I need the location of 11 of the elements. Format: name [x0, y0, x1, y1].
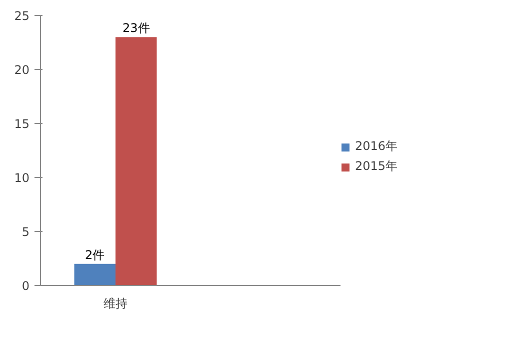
y-tick-label: 20 — [14, 63, 30, 77]
y-tick-label: 0 — [22, 279, 30, 293]
legend-label: 2016年 — [355, 138, 398, 155]
data-label: 23件 — [122, 21, 150, 36]
y-tick-label: 10 — [14, 171, 30, 185]
y-tick-label: 25 — [14, 9, 30, 23]
legend-label: 2015年 — [355, 158, 398, 175]
data-label: 2件 — [85, 248, 105, 262]
x-tick-label: 维持 — [104, 296, 128, 310]
y-tick-label: 15 — [14, 117, 30, 131]
y-tick-label: 5 — [22, 225, 30, 239]
